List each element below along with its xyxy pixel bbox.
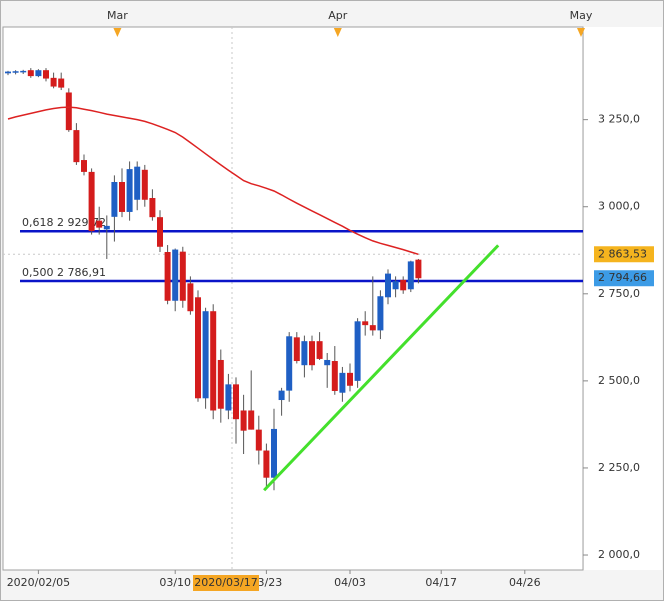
price-tag-label: 2 863,53 xyxy=(598,247,647,260)
candle-body xyxy=(210,311,217,411)
candle-body xyxy=(202,311,209,399)
x-tick-label: 03/10 xyxy=(159,576,191,589)
candle-body xyxy=(255,429,262,451)
month-label: May xyxy=(570,9,593,22)
candle-body xyxy=(88,171,95,232)
candle-body xyxy=(20,70,27,73)
candle-body xyxy=(354,321,361,381)
candle-body xyxy=(81,160,87,172)
x-tick-label: 04/26 xyxy=(509,576,541,589)
month-marker xyxy=(113,28,122,37)
candle-body xyxy=(73,130,80,163)
candle-body xyxy=(50,77,57,87)
candle-body xyxy=(347,372,353,386)
cursor-label-box xyxy=(193,575,259,591)
candle-body xyxy=(103,225,110,230)
candle-body xyxy=(263,450,270,478)
candle-body xyxy=(195,297,201,399)
candle-body xyxy=(301,341,308,366)
cursor-label: 2020/03/17 xyxy=(194,576,257,589)
candle-body xyxy=(164,252,171,301)
level-label: 0,500 2 786,91 xyxy=(22,266,106,279)
candle-body xyxy=(126,169,133,212)
candle-body xyxy=(119,181,125,212)
moving-average xyxy=(7,106,419,256)
y-tick-label: 2 000,0 xyxy=(598,548,640,561)
candle-body xyxy=(43,70,49,79)
candle-body xyxy=(377,296,384,331)
x-tick-label: 2020/02/05 xyxy=(7,576,70,589)
candle-body xyxy=(339,372,346,393)
month-label: Mar xyxy=(107,9,128,22)
candle-body xyxy=(407,261,414,290)
candle-body xyxy=(172,249,179,301)
y-tick-label: 2 250,0 xyxy=(598,461,640,474)
candle-body xyxy=(149,198,156,218)
candle-body xyxy=(225,384,232,411)
candle-body xyxy=(316,341,323,359)
candle-body xyxy=(415,259,422,279)
candle-body xyxy=(248,410,255,430)
candle-body xyxy=(12,71,19,73)
candle-body xyxy=(400,279,407,291)
candle-body xyxy=(217,359,224,409)
x-tick-label: 04/17 xyxy=(425,576,457,589)
candle-body xyxy=(111,181,118,217)
candle-body xyxy=(309,341,315,366)
price-tag xyxy=(594,270,654,287)
month-label: Apr xyxy=(328,9,348,22)
candle-body xyxy=(96,220,103,228)
candle-body xyxy=(187,283,194,312)
y-axis-area xyxy=(584,27,662,570)
y-tick-label: 2 750,0 xyxy=(598,287,640,300)
candle-body xyxy=(134,166,141,200)
candle-body xyxy=(157,217,163,247)
candle-body xyxy=(179,251,186,301)
month-marker xyxy=(577,28,585,37)
candle-body xyxy=(293,337,300,362)
plot-area xyxy=(2,26,584,571)
candle-body xyxy=(35,70,42,77)
candle-body xyxy=(369,325,376,331)
candle-body xyxy=(392,281,399,290)
candle-body xyxy=(385,273,391,298)
y-tick-label: 2 500,0 xyxy=(598,374,640,387)
candle-body xyxy=(141,169,148,200)
candle-body xyxy=(5,71,11,74)
trendline xyxy=(263,244,500,492)
candle-body xyxy=(65,92,72,131)
y-tick-label: 3 250,0 xyxy=(598,113,640,126)
candle-body xyxy=(233,384,239,420)
candle-body xyxy=(271,428,277,478)
candle-body xyxy=(58,78,65,88)
candle-body xyxy=(324,359,331,366)
month-marker xyxy=(333,28,342,37)
candle-body xyxy=(240,410,247,431)
candle-body xyxy=(362,321,369,326)
y-tick-label: 3 000,0 xyxy=(598,200,640,213)
candle-body xyxy=(278,390,285,401)
candle-body xyxy=(286,336,293,391)
level-label: 0,618 2 929,72 xyxy=(22,216,106,229)
x-tick-label: 04/03 xyxy=(334,576,366,589)
price-tag-label: 2 794,66 xyxy=(598,271,647,284)
candle-body xyxy=(27,70,34,77)
candle-body xyxy=(331,361,338,391)
price-tag xyxy=(594,246,654,263)
